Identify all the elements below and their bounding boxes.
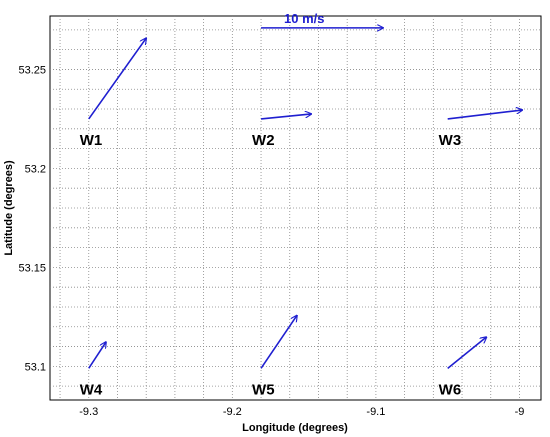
- y-axis-label: Latitude (degrees): [3, 160, 15, 256]
- grid: [50, 16, 541, 400]
- station-label-w4: W4: [80, 381, 103, 398]
- x-tick-label: -9.1: [366, 406, 385, 418]
- x-tick-label: -9.2: [223, 406, 242, 418]
- station-label-w1: W1: [80, 132, 103, 149]
- station-label-w2: W2: [252, 132, 275, 149]
- wind-arrow-w5: [260, 315, 297, 369]
- station-label-w5: W5: [252, 381, 275, 398]
- x-tick-label: -9.3: [79, 406, 98, 418]
- wind-arrow-w6: [447, 337, 487, 369]
- x-axis-label: Longitude (degrees): [242, 422, 348, 434]
- y-tick-label: 53.15: [18, 262, 46, 274]
- station-label-w6: W6: [439, 381, 462, 398]
- x-tick-label: -9: [515, 406, 525, 418]
- y-tick-label: 53.25: [18, 64, 46, 76]
- y-tick-label: 53.1: [25, 361, 46, 373]
- wind-vectors: W1 W2 W3 W4 W5 W6 10 m/s: [80, 11, 523, 398]
- reference-vector-label: 10 m/s: [284, 11, 324, 26]
- wind-arrow-w1: [88, 38, 146, 120]
- wind-arrow-w3: [447, 110, 523, 120]
- y-tick-label: 53.2: [25, 163, 46, 175]
- axis-ticks: -9.3 -9.2 -9.1 -9 53.1 53.15 53.2 53.25: [18, 64, 524, 418]
- wind-arrow-w4: [88, 342, 106, 369]
- station-label-w3: W3: [439, 132, 462, 149]
- wind-arrow-w2: [260, 114, 311, 120]
